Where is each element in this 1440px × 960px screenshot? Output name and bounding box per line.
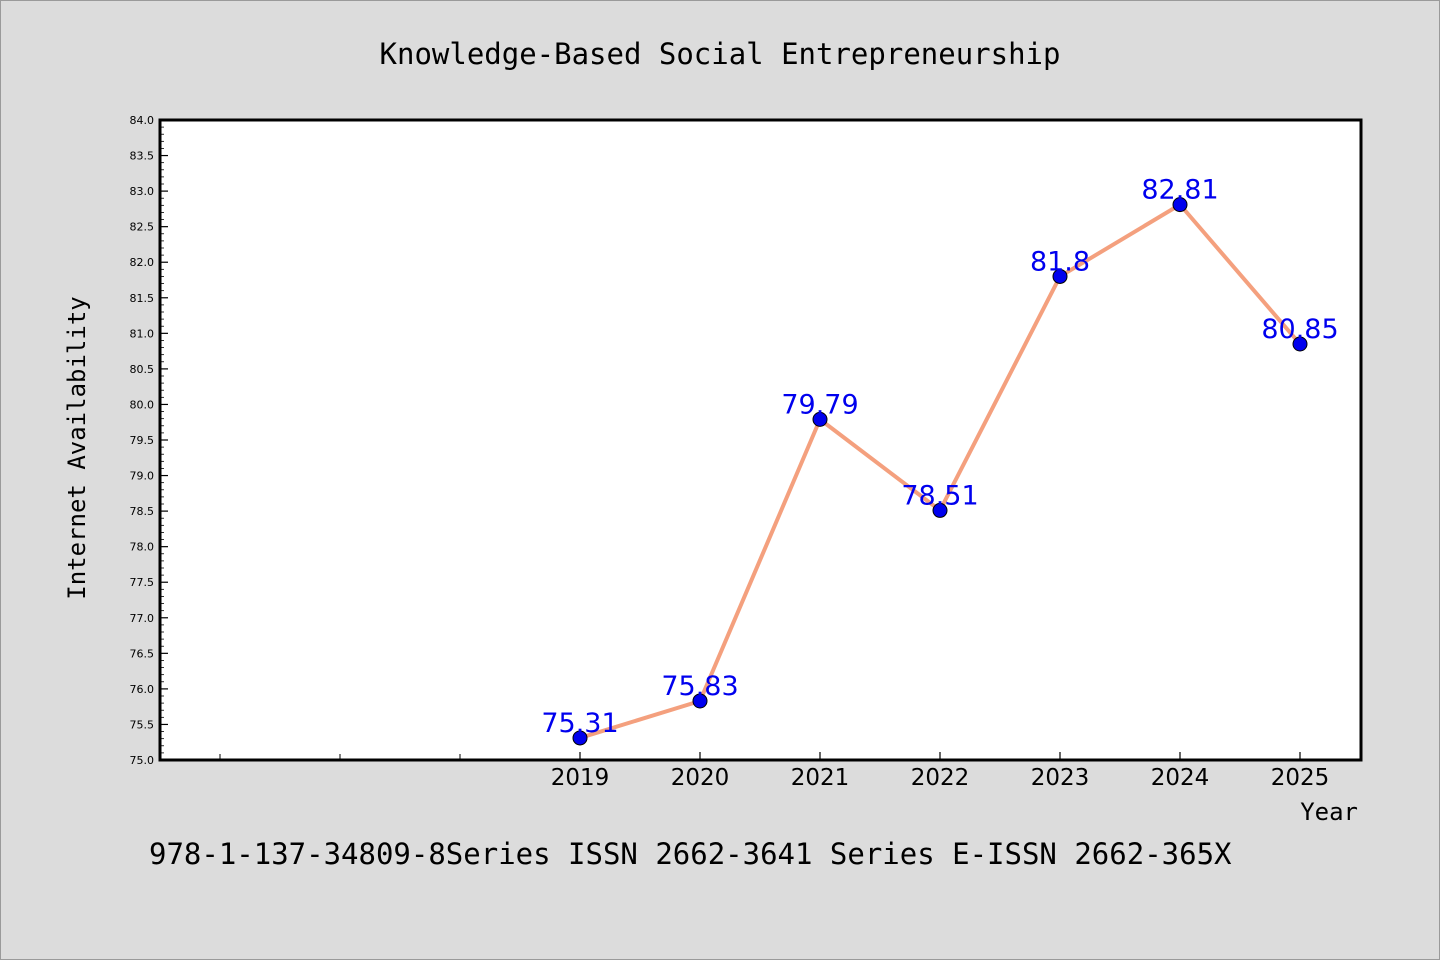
y-tick-label: 76.0 [130,683,155,696]
footer-text: 978-1-137-34809-8Series ISSN 2662-3641 S… [149,837,1232,871]
y-tick-label: 81.0 [130,327,155,340]
data-label: 82.81 [1141,175,1218,206]
data-point [1172,197,1188,213]
data-point [812,411,828,427]
series-markers [572,197,1308,746]
x-tick-label: 2021 [791,765,850,791]
chart-title: Knowledge-Based Social Entrepreneurship [380,37,1061,71]
y-axis-ticks: 75.0 75.5 76.0 76.5 77.0 77.5 78.0 78.5 79.0 79.5… [130,114,168,767]
data-labels: 75.31 75.83 79.79 78.51 81.8 82.81 80.85 [541,175,1338,739]
data-point [932,502,948,518]
y-tick-label: 83.0 [130,185,155,198]
x-tick-label: 2019 [551,765,610,791]
y-tick-label: 81.5 [130,292,155,305]
data-label: 75.31 [541,708,618,739]
y-tick-label: 83.5 [130,150,155,163]
y-tick-label: 77.5 [130,576,155,589]
data-label: 75.83 [661,671,738,702]
data-label: 80.85 [1261,314,1338,345]
data-point [572,730,588,746]
y-tick-label: 77.0 [130,612,155,625]
data-point [1052,268,1068,284]
y-tick-label: 80.0 [130,398,155,411]
y-tick-label: 80.5 [130,363,155,376]
x-tick-label: 2022 [911,765,970,791]
x-tick-label: 2024 [1151,765,1210,791]
y-tick-label: 76.5 [130,647,155,660]
y-tick-label: 78.5 [130,505,155,518]
y-tick-label: 82.5 [130,221,155,234]
x-tick-label: 2020 [671,765,730,791]
y-tick-label: 79.0 [130,470,155,483]
y-tick-label: 84.0 [130,114,155,127]
y-axis-label: Internet Availability [63,296,91,599]
data-point [692,693,708,709]
x-tick-label: 2025 [1271,765,1330,791]
data-point [1292,336,1308,352]
y-tick-label: 75.0 [130,754,155,767]
data-label: 81.8 [1030,246,1090,277]
y-tick-label: 82.0 [130,256,155,269]
y-tick-label: 75.5 [130,718,155,731]
data-label: 79.79 [781,389,858,420]
plot-area [158,118,1363,762]
y-tick-label: 78.0 [130,541,155,554]
x-tick-label: 2023 [1031,765,1090,791]
x-axis-label: Year [1300,798,1358,826]
x-axis-ticks: 2019 2020 2021 2022 2023 2024 2025 [219,752,1330,791]
data-label: 78.51 [901,480,978,511]
y-tick-label: 79.5 [130,434,155,447]
